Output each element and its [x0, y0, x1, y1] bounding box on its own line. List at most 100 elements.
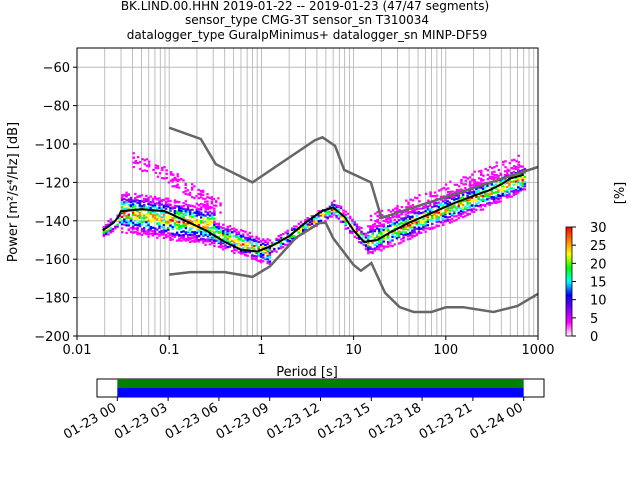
psd-cell: [491, 171, 494, 174]
psd-cell: [495, 191, 498, 194]
psd-cell: [386, 229, 390, 232]
psd-cell: [288, 239, 292, 243]
psd-cell: [213, 217, 216, 220]
psd-cell: [510, 172, 513, 175]
psd-cell: [444, 208, 447, 211]
psd-cell: [429, 195, 432, 198]
psd-cell: [173, 204, 177, 207]
psd-cell: [143, 169, 146, 172]
psd-cell: [450, 207, 454, 210]
psd-cell: [206, 223, 210, 226]
psd-cell: [378, 221, 382, 225]
psd-cell: [470, 204, 474, 207]
psd-cell: [248, 241, 252, 244]
psd-cell: [250, 238, 254, 242]
psd-cell: [411, 224, 414, 227]
psd-cell: [457, 216, 460, 220]
psd-cell: [372, 223, 375, 227]
psd-cell: [129, 201, 133, 204]
psd-cell: [411, 215, 414, 218]
psd-cell: [499, 188, 502, 191]
psd-cell: [322, 213, 325, 217]
psd-cell: [464, 207, 467, 210]
psd-cell: [116, 223, 119, 226]
psd-cell: [369, 225, 372, 228]
psd-cell: [433, 191, 437, 194]
psd-cell: [219, 233, 223, 236]
psd-cell: [210, 221, 214, 224]
psd-cell: [197, 197, 200, 200]
psd-cell: [397, 235, 401, 239]
psd-cell: [484, 194, 487, 198]
psd-cell: [455, 197, 458, 201]
psd-cell: [200, 211, 203, 214]
psd-cell: [373, 237, 377, 240]
psd-cell: [428, 202, 432, 205]
psd-cell: [191, 212, 194, 215]
psd-cell: [208, 196, 211, 200]
psd-cell: [158, 221, 161, 225]
psd-cell: [495, 176, 498, 179]
psd-cell: [387, 218, 390, 221]
psd-cell: [481, 203, 485, 207]
psd-cell: [468, 200, 471, 203]
psd-cell: [396, 205, 399, 208]
psd-cell: [186, 236, 190, 239]
psd-cell: [486, 184, 489, 187]
psd-cell: [506, 190, 509, 193]
psd-cell: [415, 232, 419, 235]
psd-cell: [348, 215, 352, 218]
psd-cell: [191, 208, 194, 211]
psd-cell: [120, 227, 124, 230]
psd-cell: [151, 226, 155, 229]
psd-cell: [204, 220, 207, 223]
psd-cell: [140, 223, 144, 226]
psd-cell: [152, 168, 155, 171]
psd-cell: [167, 235, 170, 238]
psd-cell: [517, 166, 520, 169]
psd-cell: [461, 193, 465, 196]
psd-cell: [362, 232, 365, 235]
psd-cell: [158, 172, 162, 175]
psd-cell: [160, 231, 163, 234]
psd-cell: [411, 203, 415, 207]
psd-cell: [233, 248, 236, 252]
psd-cell: [415, 214, 419, 217]
psd-cell: [160, 212, 163, 215]
psd-cell: [244, 251, 247, 254]
psd-cell: [175, 184, 179, 187]
colorbar-tick-label: 10: [590, 294, 607, 309]
psd-cell: [259, 259, 263, 262]
psd-cell: [400, 227, 403, 230]
psd-cell: [288, 241, 292, 244]
psd-cell: [191, 240, 194, 243]
psd-cell: [250, 246, 254, 249]
psd-cell: [244, 242, 247, 245]
psd-cell: [490, 189, 494, 192]
psd-cell: [202, 214, 205, 218]
psd-cell: [178, 200, 181, 204]
psd-cell: [173, 199, 177, 202]
psd-cell: [486, 192, 489, 195]
psd-cell: [167, 205, 170, 208]
psd-cell: [519, 177, 522, 180]
psd-cell: [297, 222, 300, 225]
psd-cell: [409, 198, 412, 201]
title-line-1: BK.LIND.00.HHN 2019-01-22 -- 2019-01-23 …: [121, 0, 489, 13]
psd-cell: [391, 244, 394, 248]
psd-cell: [182, 191, 185, 194]
psd-cell: [391, 223, 394, 226]
psd-cell: [461, 204, 465, 207]
psd-cell: [364, 232, 368, 235]
psd-cell: [376, 214, 379, 218]
psd-cell: [384, 226, 388, 229]
psd-cell: [424, 221, 427, 224]
psd-cell: [389, 241, 392, 244]
psd-cell: [253, 244, 256, 248]
psd-cell: [369, 230, 372, 233]
psd-cell: [497, 175, 500, 178]
psd-cell: [147, 230, 150, 233]
low-noise-model-line: [169, 221, 539, 314]
psd-cell: [514, 188, 518, 192]
